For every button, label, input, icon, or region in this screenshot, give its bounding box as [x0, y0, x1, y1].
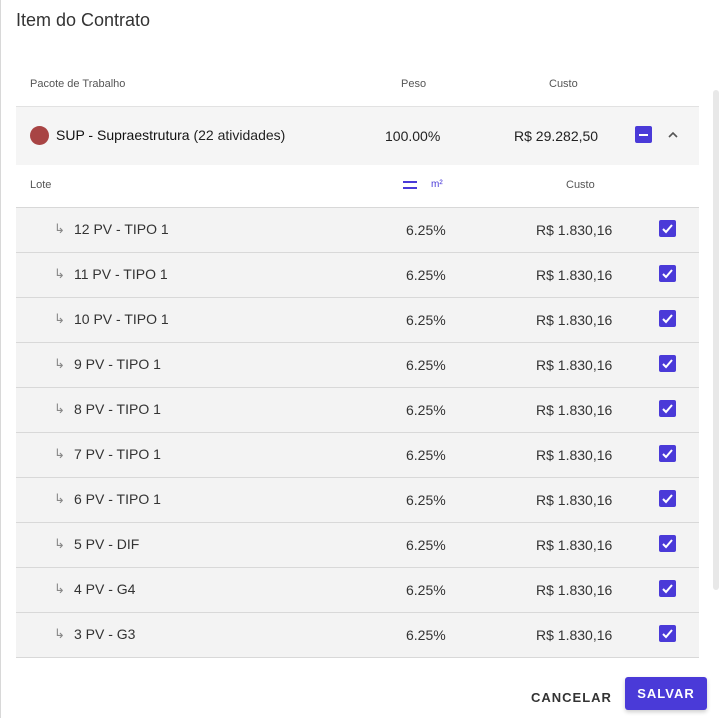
- col-pacote-header: Pacote de Trabalho: [30, 78, 126, 90]
- package-peso: 100.00%: [385, 128, 441, 144]
- lote-value: R$ 1.830,16: [536, 582, 613, 598]
- checkmark-icon: [662, 359, 673, 369]
- lote-percent: 6.25%: [406, 402, 446, 418]
- lote-percent: 6.25%: [406, 267, 446, 283]
- lote-row[interactable]: ↳ 9 PV - TIPO 1 6.25% R$ 1.830,16: [16, 343, 699, 388]
- lote-row[interactable]: ↳ 6 PV - TIPO 1 6.25% R$ 1.830,16: [16, 478, 699, 523]
- lote-label: 8 PV - TIPO 1: [74, 401, 161, 417]
- checkmark-icon: [662, 269, 673, 279]
- lote-percent: 6.25%: [406, 222, 446, 238]
- col-lote-custo-header: Custo: [566, 179, 595, 191]
- lote-row[interactable]: ↳ 11 PV - TIPO 1 6.25% R$ 1.830,16: [16, 253, 699, 298]
- lote-checkbox[interactable]: [659, 310, 676, 327]
- lote-row[interactable]: ↳ 3 PV - G3 6.25% R$ 1.830,16: [16, 613, 699, 658]
- lote-percent: 6.25%: [406, 312, 446, 328]
- checkmark-icon: [662, 494, 673, 504]
- lote-label: 12 PV - TIPO 1: [74, 221, 169, 237]
- lote-value: R$ 1.830,16: [536, 492, 613, 508]
- dialog-title: Item do Contrato: [16, 10, 151, 30]
- lote-checkbox[interactable]: [659, 400, 676, 417]
- lote-checkbox[interactable]: [659, 490, 676, 507]
- package-custo: R$ 29.282,50: [514, 128, 599, 144]
- lote-row[interactable]: ↳ 8 PV - TIPO 1 6.25% R$ 1.830,16: [16, 388, 699, 433]
- checkmark-icon: [662, 584, 673, 594]
- lote-value: R$ 1.830,16: [536, 357, 613, 373]
- lote-checkbox[interactable]: [659, 445, 676, 462]
- lote-list: ↳ 12 PV - TIPO 1 6.25% R$ 1.830,16 ↳ 11 PV - …: [16, 208, 699, 658]
- cancel-button[interactable]: CANCELAR: [521, 680, 622, 714]
- col-lote-header: Lote: [30, 179, 52, 191]
- lote-label: 5 PV - DIF: [74, 536, 140, 552]
- lote-row[interactable]: ↳ 7 PV - TIPO 1 6.25% R$ 1.830,16: [16, 433, 699, 478]
- lote-label: 7 PV - TIPO 1: [74, 446, 161, 462]
- lote-label: 11 PV - TIPO 1: [74, 266, 168, 282]
- scrollbar[interactable]: [713, 90, 719, 590]
- checkmark-icon: [662, 314, 673, 324]
- lote-checkbox[interactable]: [659, 535, 676, 552]
- subitem-arrow-icon: ↳: [54, 266, 65, 281]
- lote-value: R$ 1.830,16: [536, 627, 613, 643]
- lote-percent: 6.25%: [406, 537, 446, 553]
- lote-checkbox[interactable]: [659, 265, 676, 282]
- lote-checkbox[interactable]: [659, 625, 676, 642]
- subitem-arrow-icon: ↳: [54, 401, 65, 416]
- equals-icon[interactable]: [403, 181, 417, 189]
- chevron-up-icon[interactable]: [667, 129, 679, 141]
- lote-label: 10 PV - TIPO 1: [74, 311, 169, 327]
- package-partial-checkbox[interactable]: [635, 126, 652, 143]
- package-row[interactable]: SUP - Supraestrutura (22 atividades) 100…: [16, 107, 699, 165]
- checkmark-icon: [662, 629, 673, 639]
- lote-subheader: Lote m² Custo: [16, 165, 699, 208]
- lote-value: R$ 1.830,16: [536, 402, 613, 418]
- lote-value: R$ 1.830,16: [536, 222, 613, 238]
- checkmark-icon: [662, 539, 673, 549]
- lote-value: R$ 1.830,16: [536, 537, 613, 553]
- subitem-arrow-icon: ↳: [54, 626, 65, 641]
- dialog-footer: CANCELAR SALVAR: [1, 676, 719, 716]
- lote-row[interactable]: ↳ 4 PV - G4 6.25% R$ 1.830,16: [16, 568, 699, 613]
- lote-percent: 6.25%: [406, 582, 446, 598]
- subitem-arrow-icon: ↳: [54, 536, 65, 551]
- lote-percent: 6.25%: [406, 357, 446, 373]
- lote-row[interactable]: ↳ 5 PV - DIF 6.25% R$ 1.830,16: [16, 523, 699, 568]
- unit-toggle[interactable]: m²: [431, 179, 443, 190]
- lote-checkbox[interactable]: [659, 580, 676, 597]
- lote-percent: 6.25%: [406, 492, 446, 508]
- package-color-dot: [30, 126, 49, 145]
- lote-label: 6 PV - TIPO 1: [74, 491, 161, 507]
- lote-percent: 6.25%: [406, 447, 446, 463]
- lote-label: 9 PV - TIPO 1: [74, 356, 161, 372]
- subitem-arrow-icon: ↳: [54, 491, 65, 506]
- lote-value: R$ 1.830,16: [536, 267, 613, 283]
- checkmark-icon: [662, 449, 673, 459]
- lote-checkbox[interactable]: [659, 355, 676, 372]
- checkmark-icon: [662, 404, 673, 414]
- lote-checkbox[interactable]: [659, 220, 676, 237]
- subitem-arrow-icon: ↳: [54, 356, 65, 371]
- save-button[interactable]: SALVAR: [625, 677, 707, 710]
- subitem-arrow-icon: ↳: [54, 581, 65, 596]
- lote-percent: 6.25%: [406, 627, 446, 643]
- package-count: (22 atividades): [193, 127, 286, 143]
- subitem-arrow-icon: ↳: [54, 311, 65, 326]
- lote-value: R$ 1.830,16: [536, 447, 613, 463]
- lote-row[interactable]: ↳ 12 PV - TIPO 1 6.25% R$ 1.830,16: [16, 208, 699, 253]
- subitem-arrow-icon: ↳: [54, 221, 65, 236]
- lote-value: R$ 1.830,16: [536, 312, 613, 328]
- col-peso-header: Peso: [401, 78, 427, 90]
- lote-label: 4 PV - G4: [74, 581, 136, 597]
- subitem-arrow-icon: ↳: [54, 446, 65, 461]
- lote-row[interactable]: ↳ 10 PV - TIPO 1 6.25% R$ 1.830,16: [16, 298, 699, 343]
- checkmark-icon: [662, 224, 673, 234]
- table-header: Pacote de Trabalho Peso Custo: [16, 70, 699, 107]
- package-name-wrap: SUP - Supraestrutura (22 atividades): [56, 127, 285, 143]
- lote-label: 3 PV - G3: [74, 626, 136, 642]
- package-name: SUP - Supraestrutura: [56, 127, 190, 143]
- col-custo-header: Custo: [549, 78, 578, 90]
